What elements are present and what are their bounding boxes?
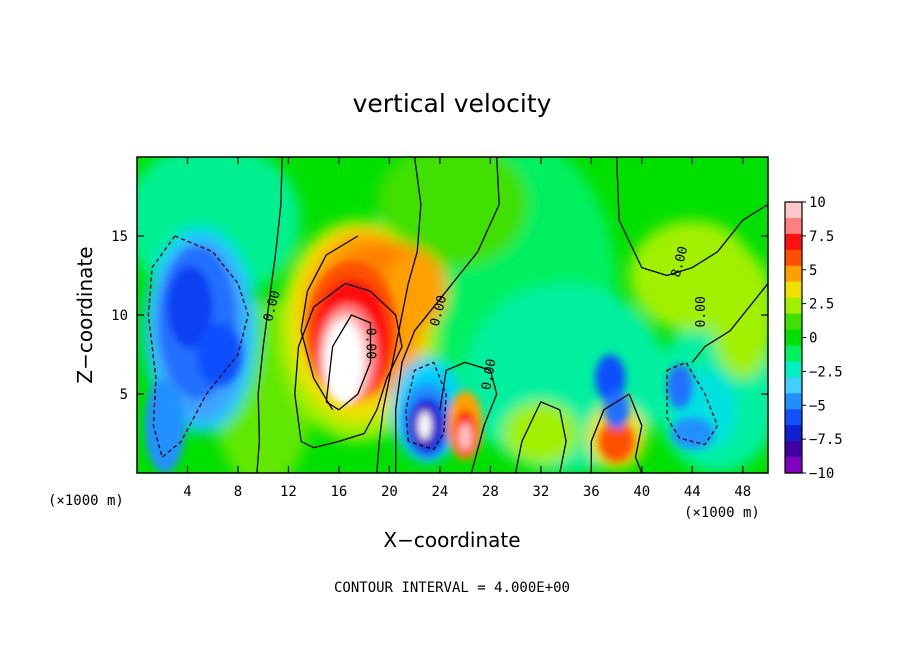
contour-label: 0.00 [479,358,499,391]
field-blob [670,417,714,450]
x-unit-left: (×1000 m) [48,493,124,509]
contour-lines: 0.00 0.000.000.000.008.00 [147,157,768,473]
x-tick-label: 12 [280,484,297,500]
colorbar-swatch [785,441,802,458]
field-blob [502,401,579,466]
colorbar-swatch [785,425,802,442]
colorbar-swatch [785,202,802,219]
colorbar-tick-label: 7.5 [809,229,834,245]
field-blob [603,390,630,429]
field-blob [325,321,363,404]
colorbar-swatch [785,377,802,394]
contour-zero [395,157,500,473]
x-axis: 4 8 12 16 20 24 28 32 36 40 44 48 [183,157,751,500]
velocity-field [137,157,768,473]
colorbar-swatch [785,329,802,347]
colorbar-tick-label: −7.5 [809,432,843,448]
x-tick-label: 40 [633,484,650,500]
field-blob [598,420,635,462]
field-blob [196,322,242,387]
x-tick-label: 36 [583,484,600,500]
x-tick-label: 16 [330,484,347,500]
colorbar-swatch [785,233,802,251]
y-axis-label: Z−coordinate [73,246,97,383]
colorbar-swatch [785,297,802,315]
field-blob [376,157,529,268]
colorbar-swatch [785,457,802,474]
x-tick-label: 20 [381,484,398,500]
field-sharp-layer [144,247,714,473]
x-tick-label: 8 [234,484,242,500]
colorbar-swatch [785,217,802,235]
colorbar-tick-label: 2.5 [809,297,834,313]
contour-label: 0.00 [694,296,709,327]
contour-zero [590,393,643,473]
contour-zero [256,157,283,473]
y-tick-label: 15 [111,229,128,245]
colorbar-swatch [785,393,802,410]
y-axis: 5 10 15 [111,229,768,403]
colorbar-swatch [785,409,802,426]
contour-core [325,314,372,411]
y-tick-label: 5 [120,387,128,403]
x-tick-label: 48 [734,484,751,500]
contour-zero [514,401,567,473]
y-tick-label: 10 [111,308,128,324]
plot-area: 0.00 0.000.000.000.008.00 [136,156,769,474]
field-blob [144,378,185,473]
colorbar: 10 7.5 5 2.5 0 −2.5 −5 −7.5 −10 [784,195,843,482]
x-axis-label: X−coordinate [383,528,520,552]
colorbar-swatch [785,345,802,363]
colorbar-tick-label: 10 [809,195,826,211]
field-blob [167,266,213,349]
x-tick-label: 24 [431,484,448,500]
x-tick-label: 28 [482,484,499,500]
colorbar-swatch [785,265,802,283]
colorbar-swatch [785,281,802,299]
field-blob [667,363,693,409]
colorbar-tick-label: −10 [809,466,834,482]
contour-interval-note: CONTOUR INTERVAL = 4.000E+00 [334,580,570,596]
colorbar-tick-label: 0 [809,331,817,347]
colorbar-swatch [785,361,802,378]
field-blob [458,422,472,451]
contour-zero [439,361,498,473]
colorbar-tick-label: 5 [809,263,817,279]
contour-zero [615,157,768,277]
x-unit-right: (×1000 m) [684,505,760,521]
chart-title: vertical velocity [353,89,552,118]
colorbar-swatch [785,313,802,331]
colorbar-swatch [785,249,802,267]
contour-label: 0.00 [363,328,378,359]
field-blob [711,251,768,379]
x-tick-label: 4 [183,484,191,500]
x-tick-label: 44 [684,484,701,500]
contour-eight [294,282,403,449]
contour-negative [147,235,249,458]
contour-eight-outer [300,235,359,411]
field-blob [595,354,626,402]
colorbar-tick-label: −2.5 [809,364,843,380]
contour-negative [405,361,447,450]
colorbar-tick-label: −5 [809,398,826,414]
field-blob [418,411,432,440]
x-tick-label: 32 [532,484,549,500]
contour-zero [691,282,768,363]
